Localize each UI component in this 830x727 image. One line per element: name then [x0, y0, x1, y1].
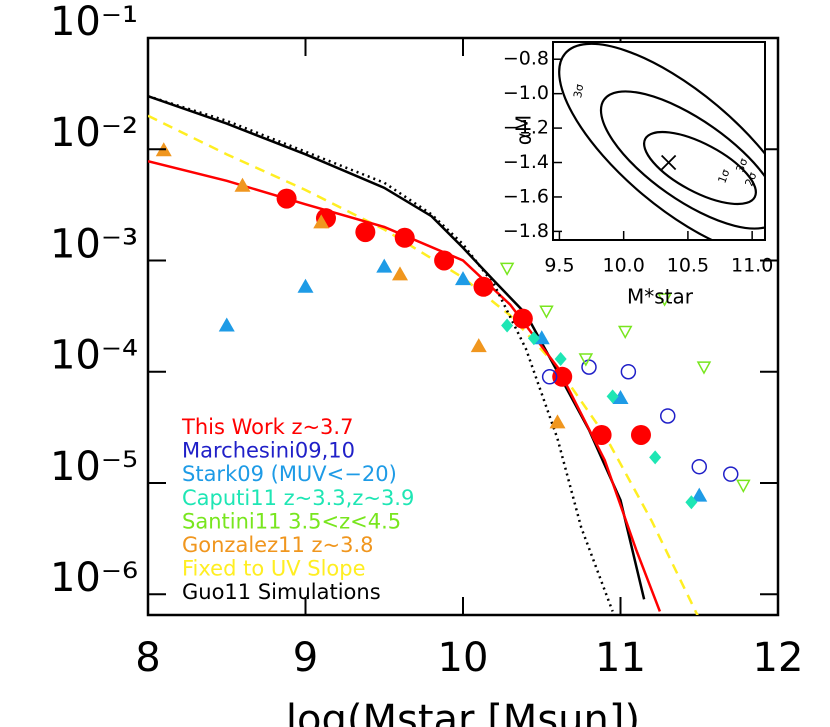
inset-y-tick-label: −1.4 — [503, 151, 549, 173]
marker — [612, 390, 629, 405]
y-tick-label: 10⁻¹ — [50, 0, 138, 45]
x-tick-label: 8 — [135, 635, 160, 681]
inset-frame — [552, 41, 766, 241]
y-tick-label: 10⁻⁴ — [50, 333, 138, 379]
legend-entry: Fixed to UV Slope — [182, 557, 366, 581]
marker — [736, 479, 751, 493]
marker — [234, 177, 251, 192]
marker — [723, 466, 739, 482]
axes: 8 9 10 11 12 10⁻¹ 10⁻² 10⁻³ 10⁻⁴ 10⁻⁵ 10⁻⁶ — [50, 0, 804, 681]
contour-label: 3σ — [733, 156, 750, 174]
marker — [591, 424, 612, 445]
legend-entry: This Work z~3.7 — [181, 415, 353, 439]
legend-entry: Santini11 3.5<z<4.5 — [182, 509, 401, 533]
marker — [455, 271, 471, 286]
y-tick-label: 10⁻⁵ — [50, 444, 138, 490]
inset-y-tick-label: −0.8 — [503, 48, 549, 70]
inset-x-tick-label: 11.0 — [731, 255, 773, 277]
contour-label: 3σ — [571, 83, 586, 99]
contour-3sigma — [558, 42, 765, 240]
contour-1sigma — [643, 130, 757, 206]
marker — [630, 424, 651, 445]
marker — [470, 338, 487, 353]
marker — [578, 353, 594, 367]
legend-entry: Caputi11 z~3.3,z~3.9 — [182, 486, 414, 510]
x-tick-label: 11 — [595, 635, 646, 681]
marker — [554, 352, 567, 367]
inset-x-tick-label: 10.0 — [603, 255, 645, 277]
marker — [499, 262, 515, 276]
contour-label: 2σ — [742, 170, 759, 188]
inset-x-label: M*star — [627, 285, 694, 309]
inset-y-label: αM — [512, 115, 536, 145]
legend-entry: Stark09 (MUV<−20) — [182, 462, 397, 486]
contours — [558, 42, 765, 240]
y-tick-label: 10⁻² — [50, 110, 138, 156]
marker — [512, 308, 533, 329]
legend-entry: Marchesini09,10 — [182, 439, 355, 463]
marker — [313, 214, 330, 229]
series-line — [148, 114, 699, 615]
series-line — [148, 94, 614, 612]
contour-2sigma — [599, 90, 765, 230]
marker — [617, 325, 633, 340]
inset-y-tick-label: −1.6 — [503, 185, 549, 207]
marker — [297, 278, 314, 293]
marker — [394, 227, 415, 248]
inset-y-tick-label: −1.2 — [503, 117, 549, 139]
contour-label: 1σ — [715, 167, 732, 185]
marker — [539, 305, 554, 319]
marker — [660, 408, 676, 424]
x-tick-label: 10 — [438, 635, 489, 681]
inset-x-tick-label: 9.5 — [544, 255, 574, 277]
inset-y-tick-label: −1.0 — [503, 82, 549, 104]
marker — [649, 450, 662, 465]
marker — [392, 266, 408, 281]
y-tick-label: 10⁻⁶ — [50, 555, 138, 601]
y-tick-label: 10⁻³ — [50, 221, 138, 267]
inset-x-tick-label: 10.5 — [667, 255, 709, 277]
x-tick-label: 9 — [293, 635, 318, 681]
marker — [606, 389, 619, 404]
marker — [434, 250, 455, 271]
marker — [527, 331, 540, 346]
marker — [657, 293, 672, 307]
marker — [552, 366, 573, 387]
marker — [691, 487, 708, 502]
legend-entry: Guo11 Simulations — [182, 580, 381, 604]
marker — [691, 458, 707, 475]
marker — [696, 361, 712, 375]
marker — [541, 369, 558, 385]
marker — [473, 276, 494, 297]
marker — [276, 188, 297, 209]
x-axis-label: log(Mstar [Msun]) — [286, 697, 640, 727]
marker — [620, 363, 637, 380]
marker — [355, 222, 376, 243]
marker — [533, 330, 550, 345]
inset: 1σ 2σ 3σ 3σ αM M*star 9.5 10.0 10.5 11.0 −0.… — [503, 41, 773, 309]
marker — [549, 414, 566, 429]
marker — [501, 318, 514, 333]
x-tick-label: 12 — [753, 635, 804, 681]
marker — [376, 258, 393, 273]
legend-entry: Gonzalez11 z~3.8 — [182, 533, 374, 557]
best-fit-marker — [660, 154, 677, 171]
plot-area — [148, 94, 751, 615]
marker — [685, 495, 698, 510]
marker — [218, 317, 235, 332]
inset-y-tick-label: −1.8 — [503, 220, 549, 242]
